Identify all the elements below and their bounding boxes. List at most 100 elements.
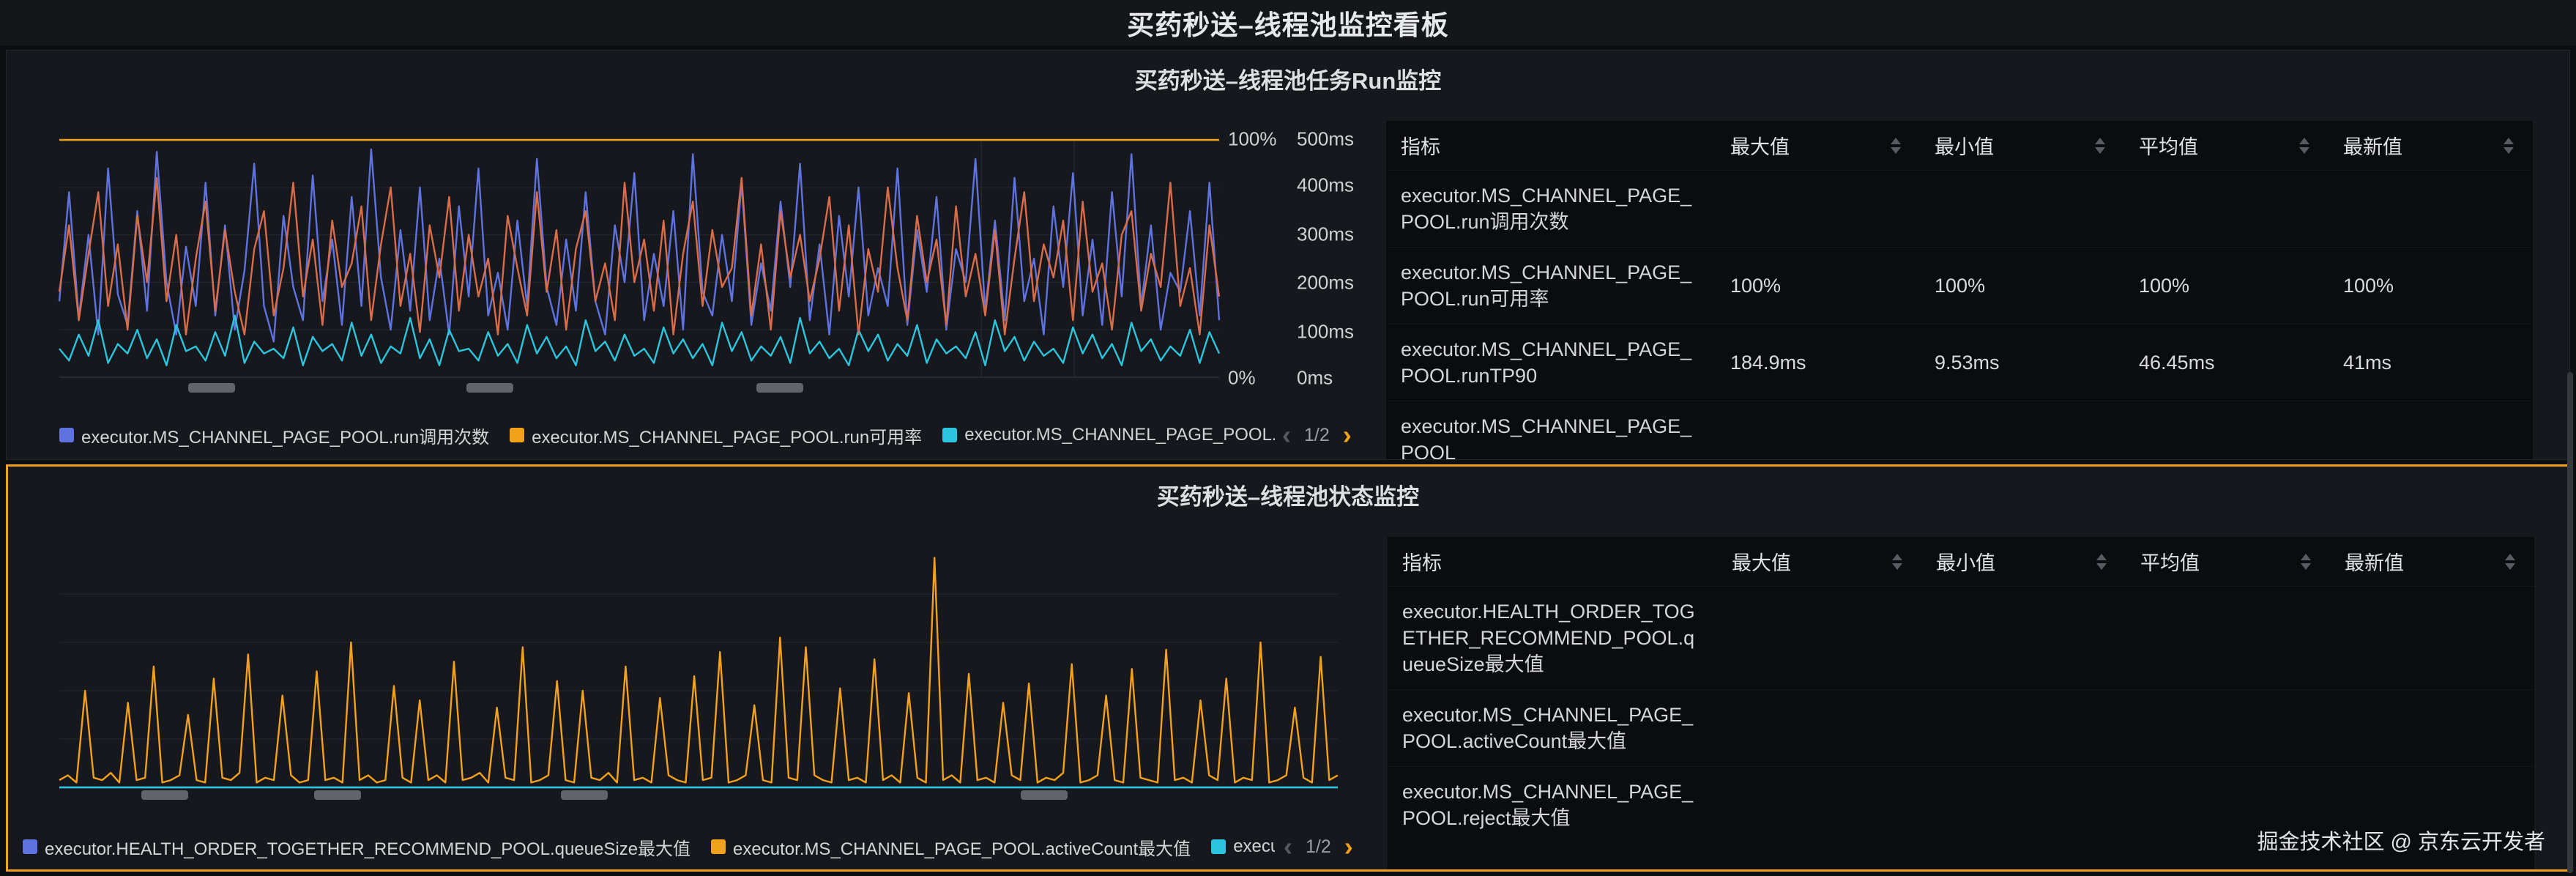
panel-state-monitor-title[interactable]: 买药秒送–线程池状态监控 [1156,484,1420,510]
dashboard-header: 买药秒送–线程池监控看板 [0,0,2576,45]
cell-min [1921,793,2126,817]
page-scrollbar [2567,0,2575,876]
cell-max [1717,626,1921,650]
cell-last: 41ms [2343,352,2392,374]
annotation-handle[interactable] [188,383,235,393]
col-header-metric[interactable]: 指标 [1402,552,1442,574]
cell-max: 100% [1730,275,1782,297]
annotation-handle[interactable] [1021,790,1068,800]
annotation-handle[interactable] [141,790,188,800]
series-color-chip [942,428,958,442]
legend-prev-icon[interactable]: ‹ [1282,420,1291,450]
cell-last [2330,793,2534,817]
col-header-label: 最大值 [1730,136,1790,158]
cell-max: 184.9ms [1730,352,1806,374]
col-header-label: 最新值 [2343,136,2402,158]
y-axis-tick: 400ms [1297,174,1355,196]
sort-icon[interactable] [2095,137,2105,154]
page-title: 买药秒送–线程池监控看板 [1127,10,1449,40]
table-row: executor.MS_CHANNEL_PAGE_POOL.reject最大值 [1388,766,2534,843]
annotation-handle[interactable] [466,383,513,393]
table-row: executor.MS_CHANNEL_PAGE_POOL.run调用次数 [1386,170,2533,247]
watermark: 掘金技术社区 @ 京东云开发者 [2257,831,2545,854]
series-color-chip [23,839,37,854]
panel-run-monitor: 买药秒送–线程池任务Run监控 100% 0% 500ms 400ms 300m… [6,50,2570,460]
legend-item[interactable]: executor.MS_CHANNEL_PAGE_POOL.run可用率 [510,423,922,448]
cell-last: 100% [2343,275,2394,297]
table-header-row: 指标 最大值 最小值 平均值 最新值 [1386,121,2533,170]
col-header-avg[interactable]: 平均值 [2126,537,2330,586]
cell-avg: 100% [2139,275,2190,297]
y-axis-tick: 300ms [1297,223,1355,245]
legend-pager: ‹ 1/2 › [1282,420,1352,450]
legend-label: executor.MS_CHANNEL_PAGE_POOL.runTP90 [964,425,1275,445]
legend-label: executor.MS_CHANNEL_PAGE_POOL.activeCoun… [733,839,1191,859]
col-header-label: 最新值 [2345,552,2404,574]
legend-item[interactable]: executor.MS_CHANNEL_PAGE_POOL.activeCoun… [711,834,1191,860]
cell-metric: executor.MS_CHANNEL_PAGE_POOL.runTP90 [1401,338,1692,387]
legend-label: executor.MS_CHANNEL_PAG [1233,836,1275,856]
legend-item[interactable]: executor.MS_CHANNEL_PAGE_POOL.runTP90 [942,425,1275,445]
cell-metric: executor.HEALTH_ORDER_TOGETHER_RECOMMEND… [1402,601,1695,675]
cell-metric: executor.MS_CHANNEL_PAGE_POOL.run可用率 [1401,261,1692,310]
scrollbar-thumb[interactable] [2567,372,2573,873]
col-header-max[interactable]: 最大值 [1717,537,1921,586]
table-row: executor.MS_CHANNEL_PAGE_POOL.run可用率 100… [1386,247,2533,324]
col-header-avg[interactable]: 平均值 [2124,121,2329,170]
col-header-last[interactable]: 最新值 [2329,121,2533,170]
cell-metric: executor.MS_CHANNEL_PAGE_POOL.reject最大值 [1402,781,1694,829]
cell-max [1716,197,1920,220]
sort-icon[interactable] [2096,553,2107,570]
legend-item[interactable]: executor.HEALTH_ORDER_TOGETHER_RECOMMEND… [23,834,690,860]
col-header-max[interactable]: 最大值 [1716,121,1920,170]
cell-max [1716,428,1920,451]
sort-icon[interactable] [2301,553,2311,570]
cell-avg [2124,197,2329,220]
run-metrics-table: 指标 最大值 最小值 平均值 最新值 executor.MS_CHANNEL_P… [1386,121,2533,459]
y-axis-tick: 100ms [1297,320,1355,343]
sort-icon[interactable] [1891,137,1901,154]
cell-min [1921,626,2126,650]
cell-avg [2126,626,2330,650]
legend-label: executor.MS_CHANNEL_PAGE_POOL.run调用次数 [81,427,490,448]
state-monitor-chart[interactable] [59,543,1339,790]
cell-min [1921,716,2126,740]
series-color-chip [510,428,525,442]
col-header-min[interactable]: 最小值 [1920,121,2124,170]
legend-item[interactable]: executor.MS_CHANNEL_PAG [1211,836,1275,857]
cell-last [2329,197,2533,220]
col-header-min[interactable]: 最小值 [1921,537,2126,586]
col-header-metric[interactable]: 指标 [1401,136,1440,158]
table-row: executor.HEALTH_ORDER_TOGETHER_RECOMMEND… [1388,586,2534,689]
legend-next-icon[interactable]: › [1344,831,1353,861]
sort-icon[interactable] [2505,553,2515,570]
cell-max [1717,793,1921,817]
panel-run-monitor-title[interactable]: 买药秒送–线程池任务Run监控 [1134,68,1442,94]
series-color-chip [59,428,74,442]
col-header-label: 最大值 [1732,552,1791,574]
cell-metric: executor.MS_CHANNEL_PAGE_POOL.activeCoun… [1402,704,1694,752]
run-monitor-legend: executor.MS_CHANNEL_PAGE_POOL.run调用次数 ex… [59,420,1275,450]
cell-avg [2126,793,2330,817]
sort-icon[interactable] [2504,137,2514,154]
annotation-handle[interactable] [314,790,361,800]
run-monitor-chart[interactable] [58,137,1221,380]
legend-pager: ‹ 1/2 › [1284,831,1353,862]
legend-next-icon[interactable]: › [1342,420,1352,450]
sort-icon[interactable] [2299,137,2309,154]
sort-icon[interactable] [1892,553,1902,570]
annotation-handle[interactable] [561,790,608,800]
cell-avg [2126,716,2330,740]
legend-prev-icon[interactable]: ‹ [1284,831,1292,861]
y-axis-tick: 500ms [1297,127,1355,150]
col-header-label: 最小值 [1936,552,1995,574]
col-header-label: 最小值 [1935,136,1994,158]
col-header-last[interactable]: 最新值 [2330,537,2534,586]
cell-last [2330,626,2534,650]
y-axis-ms: 500ms 400ms 300ms 200ms 100ms 0ms [1297,128,1370,388]
cell-metric: executor.MS_CHANNEL_PAGE_POOL [1401,415,1692,459]
legend-item[interactable]: executor.MS_CHANNEL_PAGE_POOL.run调用次数 [59,423,489,448]
annotation-handle[interactable] [756,383,803,393]
legend-label: executor.MS_CHANNEL_PAGE_POOL.run可用率 [532,427,923,448]
y-axis-tick: 0ms [1297,366,1333,389]
